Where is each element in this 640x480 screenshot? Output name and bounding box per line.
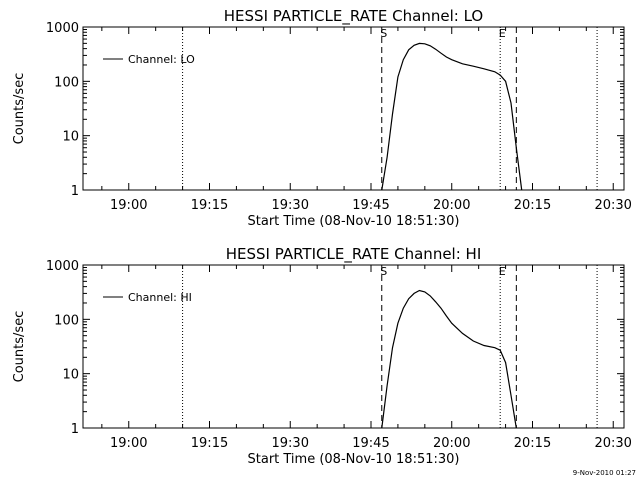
y-tick-label: 1 — [71, 184, 79, 199]
x-tick-label: 19:00 — [110, 198, 147, 213]
x-tick-label: 19:30 — [272, 198, 309, 213]
y-tick-label: 100 — [54, 75, 79, 90]
x-tick-label: 20:15 — [514, 198, 551, 213]
y-tick-label: 10 — [62, 368, 79, 383]
y-tick-label: 10 — [62, 130, 79, 145]
x-tick-label: 20:00 — [433, 436, 470, 451]
marker-label: E — [499, 265, 506, 278]
chart-title: HESSI PARTICLE_RATE Channel: LO — [224, 7, 483, 26]
legend-label: Channel: HI — [128, 291, 192, 304]
marker-label: E — [499, 27, 506, 40]
x-tick-label: 19:45 — [352, 198, 389, 213]
plot-frame — [82, 26, 625, 191]
y-axis-label: Counts/sec — [12, 73, 27, 145]
series-line — [381, 289, 517, 429]
plot-frame — [82, 264, 625, 429]
y-tick-label: 1 — [71, 422, 79, 437]
chart-title: HESSI PARTICLE_RATE Channel: HI — [226, 245, 482, 264]
marker-label: S — [380, 265, 387, 278]
x-tick-label: 19:15 — [191, 198, 228, 213]
x-axis-label: Start Time (08-Nov-10 18:51:30) — [248, 452, 460, 467]
y-tick-label: 1000 — [46, 259, 79, 274]
y-tick-label: 1000 — [46, 21, 79, 36]
marker-label: S — [380, 27, 387, 40]
x-tick-label: 19:15 — [191, 436, 228, 451]
panel-hi: HESSI PARTICLE_RATE Channel: HI Start Tim… — [12, 245, 632, 467]
x-tick-label: 20:30 — [594, 436, 631, 451]
legend-label: Channel: LO — [128, 53, 195, 66]
panel-lo: HESSI PARTICLE_RATE Channel: LO Start Tim… — [12, 7, 632, 229]
series-line — [381, 42, 523, 191]
x-tick-label: 20:30 — [594, 198, 631, 213]
y-tick-label: 100 — [54, 313, 79, 328]
x-tick-label: 19:45 — [352, 436, 389, 451]
x-tick-label: 20:00 — [433, 198, 470, 213]
x-tick-label: 19:30 — [272, 436, 309, 451]
y-axis-label: Counts/sec — [12, 311, 27, 383]
x-tick-label: 20:15 — [514, 436, 551, 451]
footer-timestamp: 9-Nov-2010 01:27 — [573, 469, 636, 477]
x-tick-label: 19:00 — [110, 436, 147, 451]
x-axis-label: Start Time (08-Nov-10 18:51:30) — [248, 214, 460, 229]
